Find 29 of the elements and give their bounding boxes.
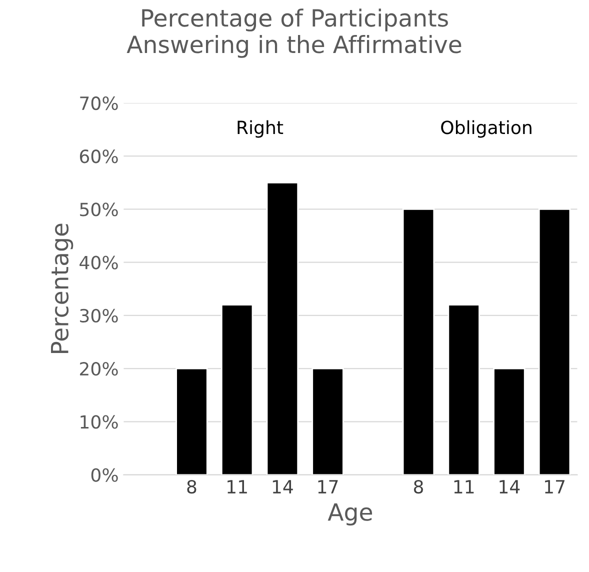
x-tick-label: 11 [228,480,247,494]
y-tick-label: 40% [80,256,118,270]
x-axis-title: Age [328,503,372,526]
bar [312,368,344,475]
bar [176,368,208,475]
y-tick-label: 50% [80,202,118,216]
y-tick-label: 30% [80,308,118,323]
chart-title: Percentage of Participants Answering in the Affirmative [126,8,462,58]
y-tick-label: 60% [80,150,118,164]
y-tick-label: 20% [80,362,118,376]
bar [538,208,571,475]
bar [448,304,480,475]
x-tick-label: 17 [318,480,338,494]
annotation: Right [238,120,284,138]
bar [402,208,435,475]
y-tick-label: 0% [91,468,118,482]
bar [220,304,254,475]
bar [266,182,299,475]
y-tick-label: 10% [80,415,118,429]
bar [493,368,526,475]
x-tick-label: 11 [454,480,474,494]
x-tick-label: 8 [187,480,196,494]
x-tick-label: 17 [545,480,564,494]
x-tick-label: 14 [272,480,293,494]
y-axis-title: Percentage [51,224,74,353]
annotation: Obligation [441,120,532,138]
x-tick-label: 8 [414,480,423,494]
y-tick-label: 70% [80,96,118,110]
x-tick-label: 14 [500,480,520,494]
